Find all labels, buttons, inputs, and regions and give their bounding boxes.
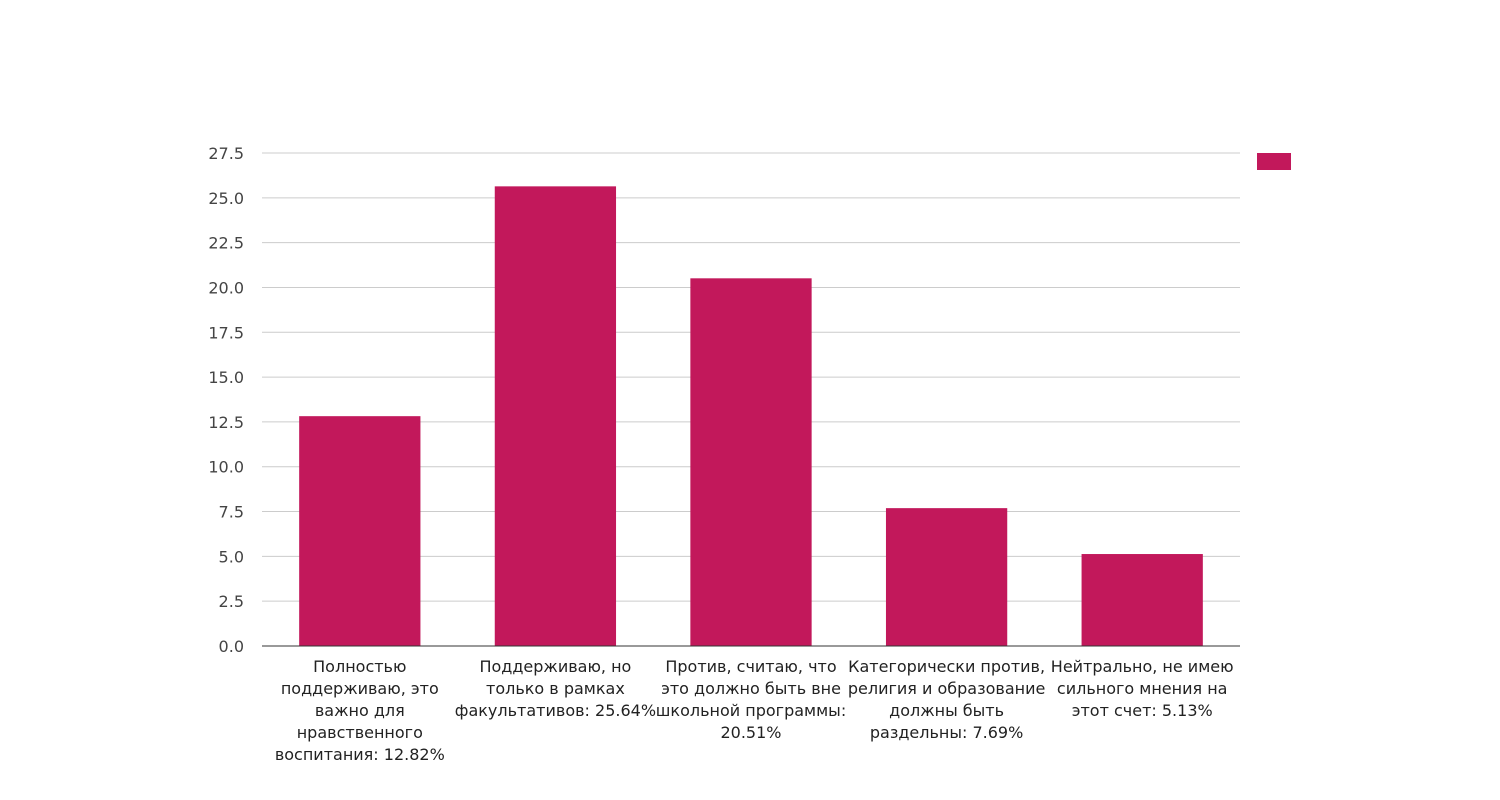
x-category-label: Нейтрально, не имею сильного мнения на это… (1051, 657, 1234, 720)
x-category-label-line: факультативов: 25.64% (455, 701, 656, 720)
x-category-label-line: поддерживаю, это (281, 679, 439, 698)
x-category-label-line: Поддерживаю, но (479, 657, 631, 676)
bar (690, 278, 812, 646)
x-axis-labels: Полностью поддерживаю, это важно для нравст… (275, 657, 1234, 764)
y-tick-label: 5.0 (219, 547, 244, 566)
x-category-label: Против, считаю, что это должно быть вне шк… (656, 657, 846, 742)
bars (299, 186, 1203, 646)
y-axis-ticks: 0.0 2.5 5.0 7.5 10.0 12.5 15.0 17.5 20.0 22.5 25.0… (208, 144, 244, 656)
x-category-label-line: Против, считаю, что (665, 657, 836, 676)
y-tick-label: 27.5 (208, 144, 244, 163)
x-category-label-line: должны быть (889, 701, 1004, 720)
x-category-label-line: сильного мнения на (1057, 679, 1228, 698)
legend-swatch (1257, 153, 1291, 170)
y-tick-label: 0.0 (219, 637, 244, 656)
y-tick-label: 22.5 (208, 234, 244, 253)
x-category-label: Категорически против, религия и образован… (848, 657, 1045, 742)
y-tick-label: 2.5 (219, 592, 244, 611)
x-category-label: Поддерживаю, но только в рамках факультати… (455, 657, 656, 720)
y-tick-label: 15.0 (208, 368, 244, 387)
x-category-label-line: Полностью (313, 657, 406, 676)
x-category-label-line: Категорически против, (848, 657, 1045, 676)
y-tick-label: 7.5 (219, 503, 244, 522)
x-category-label-line: это должно быть вне (661, 679, 841, 698)
bar (1081, 554, 1203, 646)
y-tick-label: 25.0 (208, 189, 244, 208)
x-category-label-line: только в рамках (486, 679, 625, 698)
bar (494, 186, 617, 646)
y-tick-label: 20.0 (208, 278, 244, 297)
legend (1257, 153, 1291, 170)
x-category-label: Полностью поддерживаю, это важно для нравст… (275, 657, 445, 764)
y-tick-label: 17.5 (208, 323, 244, 342)
x-category-label-line: этот счет: 5.13% (1072, 701, 1213, 720)
bar (299, 416, 421, 646)
y-tick-label: 10.0 (208, 458, 244, 477)
bar (885, 508, 1008, 646)
x-category-label-line: 20.51% (720, 723, 781, 742)
x-category-label-line: школьной программы: (656, 701, 846, 720)
y-tick-label: 12.5 (208, 413, 244, 432)
x-category-label-line: важно для (315, 701, 405, 720)
x-category-label-line: воспитания: 12.82% (275, 745, 445, 764)
x-category-label-line: раздельны: 7.69% (870, 723, 1023, 742)
x-category-label-line: Нейтрально, не имею (1051, 657, 1234, 676)
x-category-label-line: религия и образование (848, 679, 1045, 698)
x-category-label-line: нравственного (297, 723, 423, 742)
